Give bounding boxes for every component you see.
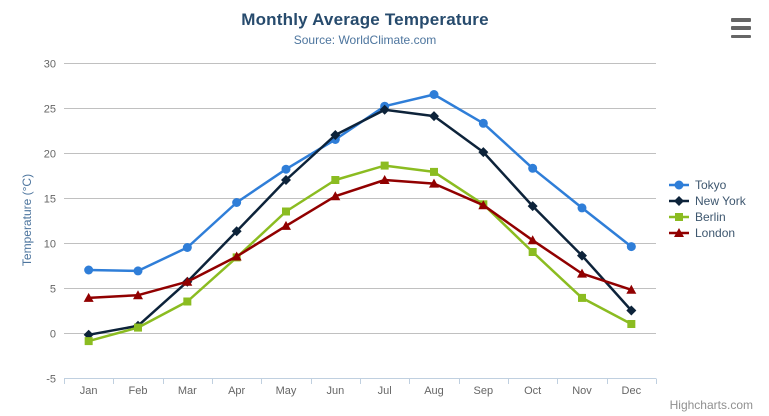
- data-point-berlin[interactable]: [134, 323, 142, 332]
- data-point-london[interactable]: [182, 276, 193, 286]
- legend-symbol-triangle-icon: [669, 228, 689, 237]
- hamburger-icon: [731, 18, 751, 22]
- y-axis-tick-label: 5: [50, 284, 56, 296]
- data-point-tokyo[interactable]: [577, 203, 587, 213]
- data-point-london[interactable]: [379, 175, 390, 184]
- data-point-london[interactable]: [133, 290, 143, 300]
- legend-label-london: London: [695, 226, 736, 240]
- legend-symbol-square-icon: [669, 213, 689, 221]
- chart-title: Monthly Average Temperature: [241, 10, 489, 29]
- y-axis-tick-label: 20: [44, 149, 56, 161]
- legend-item-new-york[interactable]: New York: [668, 193, 746, 209]
- legend-marker-tokyo[interactable]: [674, 180, 684, 190]
- legend-label-berlin: Berlin: [695, 210, 726, 224]
- hamburger-icon: [731, 34, 751, 38]
- data-point-berlin[interactable]: [627, 320, 636, 328]
- x-axis-tick-label: Feb: [129, 385, 148, 397]
- y-axis-tick-label: 30: [44, 59, 56, 71]
- x-axis-tick-label: Sep: [474, 385, 494, 397]
- data-point-new-york[interactable]: [281, 175, 291, 185]
- legend-item-tokyo[interactable]: Tokyo: [668, 177, 746, 193]
- legend-item-london[interactable]: London: [668, 225, 746, 241]
- chart-subtitle: Source: WorldClimate.com: [293, 33, 437, 47]
- data-point-london[interactable]: [626, 284, 637, 294]
- legend-marker-new-york[interactable]: [674, 196, 684, 206]
- legend-label-tokyo: Tokyo: [695, 178, 727, 192]
- data-point-tokyo[interactable]: [182, 243, 192, 252]
- data-point-new-york[interactable]: [527, 201, 538, 212]
- data-point-new-york[interactable]: [429, 111, 439, 122]
- x-axis-tick-label: May: [276, 385, 297, 397]
- x-axis-tick-label: Oct: [524, 385, 541, 397]
- data-point-new-york[interactable]: [231, 226, 242, 237]
- series-line-new-york[interactable]: [87, 108, 633, 337]
- data-point-tokyo[interactable]: [281, 164, 291, 174]
- legend: Tokyo New York Berlin London: [668, 177, 746, 241]
- legend-symbol-circle-icon: [669, 180, 689, 190]
- legend-label-new-york: New York: [695, 194, 746, 208]
- context-menu-button[interactable]: [731, 18, 753, 38]
- data-point-tokyo[interactable]: [626, 242, 636, 252]
- series-line-tokyo[interactable]: [87, 93, 633, 273]
- x-axis-tick-label: Jun: [326, 385, 344, 397]
- data-point-new-york[interactable]: [577, 250, 587, 261]
- data-point-berlin[interactable]: [84, 337, 93, 346]
- data-point-tokyo[interactable]: [84, 265, 94, 275]
- data-point-new-york[interactable]: [379, 104, 390, 115]
- legend-marker-london[interactable]: [674, 228, 684, 237]
- hamburger-icon: [731, 26, 751, 30]
- y-axis-tick-label: 25: [44, 104, 56, 116]
- x-axis-tick-label: Dec: [622, 385, 642, 397]
- data-point-london[interactable]: [429, 178, 439, 188]
- series-new-york: [83, 104, 637, 340]
- legend-item-berlin[interactable]: Berlin: [668, 209, 746, 225]
- data-point-new-york[interactable]: [478, 147, 489, 158]
- credits-link[interactable]: Highcharts.com: [669, 398, 753, 412]
- data-point-london[interactable]: [577, 268, 587, 278]
- data-point-london[interactable]: [281, 220, 291, 230]
- x-axis-tick-label: Jul: [378, 385, 392, 397]
- y-axis-tick-label: 15: [44, 194, 56, 206]
- data-point-tokyo[interactable]: [133, 266, 143, 276]
- series-tokyo: [84, 90, 636, 276]
- data-point-tokyo[interactable]: [429, 90, 439, 99]
- series-line-london[interactable]: [87, 178, 633, 300]
- data-point-berlin[interactable]: [331, 176, 340, 184]
- series-line-berlin[interactable]: [87, 164, 633, 343]
- y-axis-tick-label: 0: [50, 329, 56, 341]
- y-axis-title: Temperature (°C): [20, 173, 34, 267]
- data-point-berlin[interactable]: [430, 167, 438, 176]
- series-london: [83, 175, 637, 302]
- y-axis-tick-label: 10: [44, 239, 56, 251]
- data-point-london[interactable]: [83, 292, 94, 302]
- data-point-berlin[interactable]: [528, 248, 537, 256]
- data-point-berlin[interactable]: [183, 297, 192, 306]
- data-point-tokyo[interactable]: [232, 198, 242, 207]
- data-point-berlin[interactable]: [282, 207, 290, 216]
- data-point-london[interactable]: [478, 200, 489, 210]
- data-point-tokyo[interactable]: [478, 118, 488, 128]
- legend-symbol-diamond-icon: [669, 196, 689, 206]
- data-point-new-york[interactable]: [626, 305, 637, 316]
- x-axis-tick-label: Aug: [424, 385, 444, 397]
- data-point-london[interactable]: [527, 235, 538, 245]
- x-axis-tick-label: Mar: [178, 385, 197, 397]
- legend-marker-berlin[interactable]: [675, 213, 683, 221]
- data-point-berlin[interactable]: [380, 161, 389, 170]
- x-axis-tick-label: Apr: [228, 385, 245, 397]
- data-point-new-york[interactable]: [330, 130, 341, 140]
- data-point-london[interactable]: [231, 251, 242, 261]
- x-axis-tick-label: Nov: [572, 385, 592, 397]
- data-point-berlin[interactable]: [578, 293, 586, 302]
- x-axis-tick-label: Jan: [80, 385, 98, 397]
- data-point-london[interactable]: [330, 191, 341, 201]
- y-axis-tick-label: -5: [46, 374, 56, 386]
- data-point-tokyo[interactable]: [528, 163, 538, 173]
